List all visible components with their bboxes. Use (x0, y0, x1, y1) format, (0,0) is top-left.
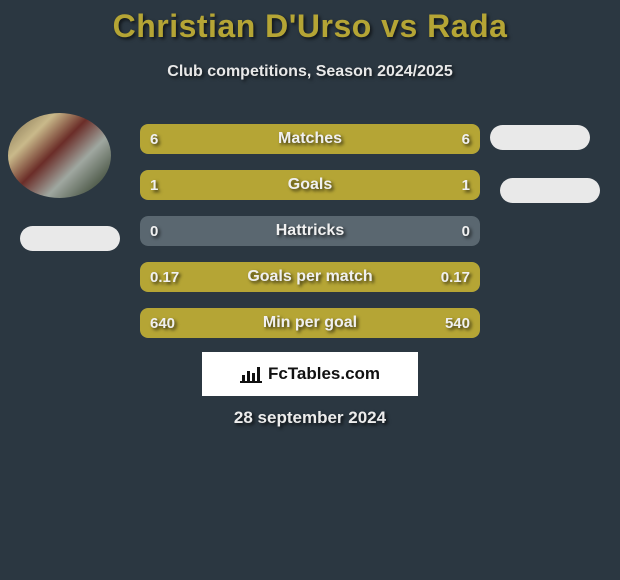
bar-track (140, 216, 480, 246)
bar-row-matches: 6 Matches 6 (140, 124, 480, 154)
bar-value-left: 0 (150, 216, 158, 246)
bar-fill (140, 170, 480, 200)
player-right-name-pill (500, 178, 600, 203)
bar-value-right: 6 (462, 124, 470, 154)
bar-value-right: 0.17 (441, 262, 470, 292)
bar-row-goals-per-match: 0.17 Goals per match 0.17 (140, 262, 480, 292)
comparison-bars: 6 Matches 6 1 Goals 1 0 Hattricks 0 0.17… (140, 124, 480, 354)
player-right-avatar-pill (490, 125, 590, 150)
bar-value-left: 0.17 (150, 262, 179, 292)
bar-row-hattricks: 0 Hattricks 0 (140, 216, 480, 246)
bar-row-goals: 1 Goals 1 (140, 170, 480, 200)
bar-fill (140, 124, 480, 154)
bar-value-right: 0 (462, 216, 470, 246)
date-label: 28 september 2024 (0, 408, 620, 428)
comparison-infographic: Christian D'Urso vs Rada Club competitio… (0, 0, 620, 580)
bar-value-left: 640 (150, 308, 175, 338)
brand-badge: FcTables.com (202, 352, 418, 396)
player-left-name-pill (20, 226, 120, 251)
player-left-avatar (8, 113, 111, 198)
bar-fill (140, 262, 480, 292)
page-title: Christian D'Urso vs Rada (0, 8, 620, 45)
subtitle: Club competitions, Season 2024/2025 (0, 63, 620, 81)
bar-chart-icon (240, 365, 262, 383)
bar-row-min-per-goal: 640 Min per goal 540 (140, 308, 480, 338)
bar-value-right: 540 (445, 308, 470, 338)
bar-value-right: 1 (462, 170, 470, 200)
brand-text: FcTables.com (268, 364, 380, 384)
bar-value-left: 1 (150, 170, 158, 200)
bar-value-left: 6 (150, 124, 158, 154)
